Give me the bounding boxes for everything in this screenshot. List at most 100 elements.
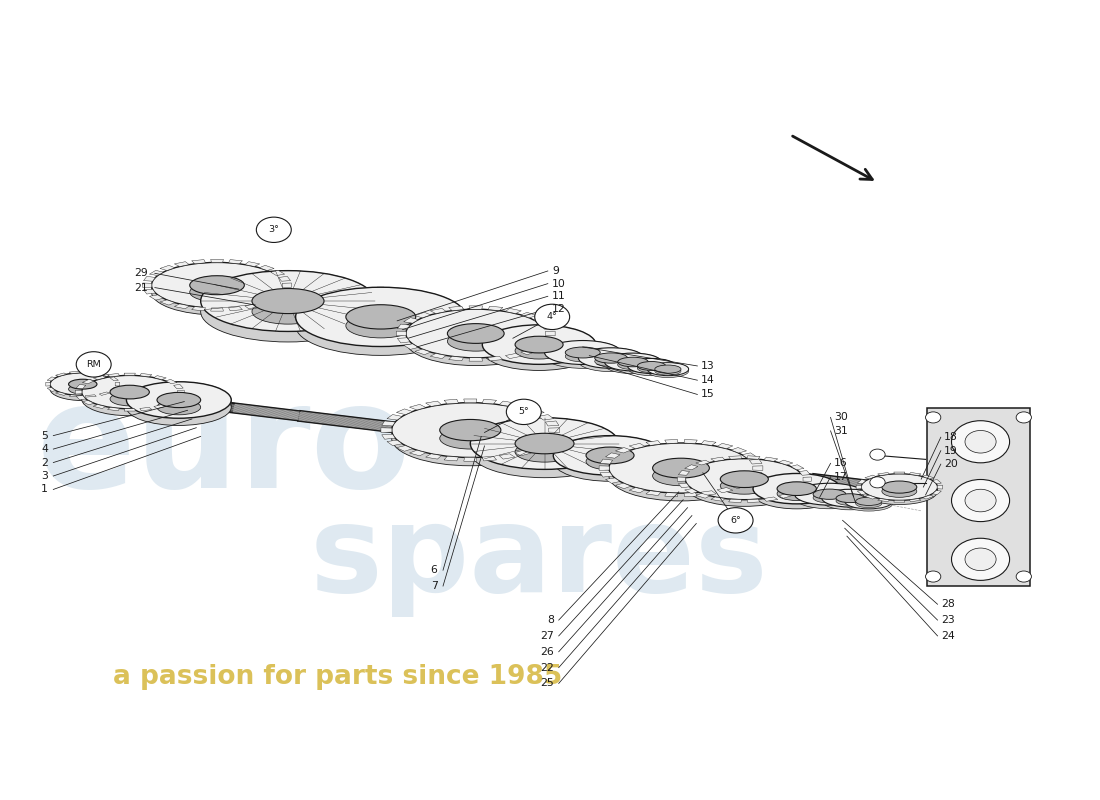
- Polygon shape: [600, 466, 609, 470]
- Polygon shape: [150, 270, 163, 275]
- Polygon shape: [150, 384, 153, 392]
- Polygon shape: [117, 376, 120, 383]
- Polygon shape: [881, 495, 882, 498]
- Polygon shape: [857, 479, 866, 483]
- Polygon shape: [660, 359, 662, 362]
- Polygon shape: [834, 483, 836, 487]
- Polygon shape: [124, 373, 135, 375]
- Polygon shape: [69, 394, 80, 397]
- Polygon shape: [546, 325, 550, 331]
- Polygon shape: [473, 435, 474, 446]
- Polygon shape: [843, 490, 845, 492]
- Polygon shape: [638, 359, 639, 362]
- Polygon shape: [684, 439, 697, 443]
- Polygon shape: [81, 373, 84, 378]
- Polygon shape: [678, 443, 684, 450]
- Polygon shape: [174, 396, 184, 400]
- Polygon shape: [189, 264, 194, 271]
- Polygon shape: [857, 488, 859, 492]
- Polygon shape: [572, 341, 575, 345]
- Polygon shape: [513, 419, 518, 429]
- Polygon shape: [173, 382, 177, 389]
- Polygon shape: [535, 321, 538, 330]
- Polygon shape: [712, 446, 717, 454]
- Polygon shape: [229, 394, 230, 403]
- Polygon shape: [625, 354, 627, 356]
- Polygon shape: [615, 435, 617, 446]
- Polygon shape: [206, 289, 208, 302]
- Polygon shape: [160, 266, 175, 270]
- Polygon shape: [584, 341, 587, 345]
- Polygon shape: [663, 359, 666, 362]
- Polygon shape: [488, 306, 503, 310]
- Polygon shape: [587, 341, 591, 345]
- Polygon shape: [201, 294, 203, 306]
- Polygon shape: [828, 483, 830, 487]
- Polygon shape: [639, 359, 641, 362]
- Polygon shape: [652, 358, 654, 361]
- Polygon shape: [561, 342, 563, 346]
- Ellipse shape: [652, 458, 710, 478]
- Polygon shape: [697, 466, 701, 474]
- Polygon shape: [245, 265, 250, 272]
- Polygon shape: [649, 358, 650, 361]
- Polygon shape: [732, 483, 747, 489]
- Polygon shape: [87, 373, 89, 378]
- Polygon shape: [717, 443, 733, 449]
- Polygon shape: [607, 348, 609, 351]
- Polygon shape: [613, 348, 615, 351]
- Polygon shape: [584, 333, 587, 340]
- Polygon shape: [312, 298, 317, 308]
- Polygon shape: [240, 264, 245, 271]
- Polygon shape: [322, 294, 327, 304]
- Circle shape: [952, 538, 1010, 580]
- Polygon shape: [732, 447, 747, 453]
- Polygon shape: [387, 414, 403, 420]
- Ellipse shape: [777, 482, 816, 495]
- Circle shape: [965, 548, 997, 570]
- Polygon shape: [711, 497, 725, 502]
- Polygon shape: [617, 436, 621, 442]
- Polygon shape: [830, 483, 834, 487]
- Polygon shape: [528, 446, 544, 451]
- Polygon shape: [749, 472, 762, 477]
- Circle shape: [870, 449, 886, 460]
- Polygon shape: [722, 447, 727, 457]
- Polygon shape: [880, 475, 883, 480]
- Polygon shape: [101, 389, 955, 498]
- Polygon shape: [129, 393, 131, 402]
- Polygon shape: [488, 356, 503, 361]
- Polygon shape: [136, 388, 140, 396]
- Polygon shape: [426, 401, 441, 406]
- Polygon shape: [654, 356, 656, 359]
- Polygon shape: [540, 324, 542, 334]
- Text: 6°: 6°: [730, 516, 741, 525]
- Polygon shape: [660, 363, 662, 365]
- Ellipse shape: [81, 375, 178, 409]
- Polygon shape: [650, 445, 656, 453]
- Polygon shape: [908, 474, 910, 478]
- Polygon shape: [177, 382, 180, 389]
- Polygon shape: [468, 309, 473, 317]
- Polygon shape: [747, 458, 749, 468]
- Polygon shape: [894, 474, 898, 478]
- Polygon shape: [568, 327, 571, 334]
- Polygon shape: [569, 341, 572, 345]
- Text: 21: 21: [134, 282, 148, 293]
- Ellipse shape: [482, 325, 596, 364]
- Text: 28: 28: [940, 599, 955, 610]
- Polygon shape: [485, 337, 487, 345]
- Polygon shape: [409, 450, 426, 456]
- Polygon shape: [332, 274, 338, 286]
- Ellipse shape: [252, 299, 324, 324]
- Ellipse shape: [595, 356, 627, 366]
- Polygon shape: [245, 262, 260, 266]
- Polygon shape: [779, 494, 793, 498]
- Polygon shape: [608, 358, 609, 361]
- Ellipse shape: [189, 276, 244, 294]
- Polygon shape: [745, 457, 747, 466]
- Polygon shape: [546, 331, 556, 336]
- Polygon shape: [160, 300, 175, 305]
- Polygon shape: [431, 314, 436, 322]
- Polygon shape: [884, 495, 886, 498]
